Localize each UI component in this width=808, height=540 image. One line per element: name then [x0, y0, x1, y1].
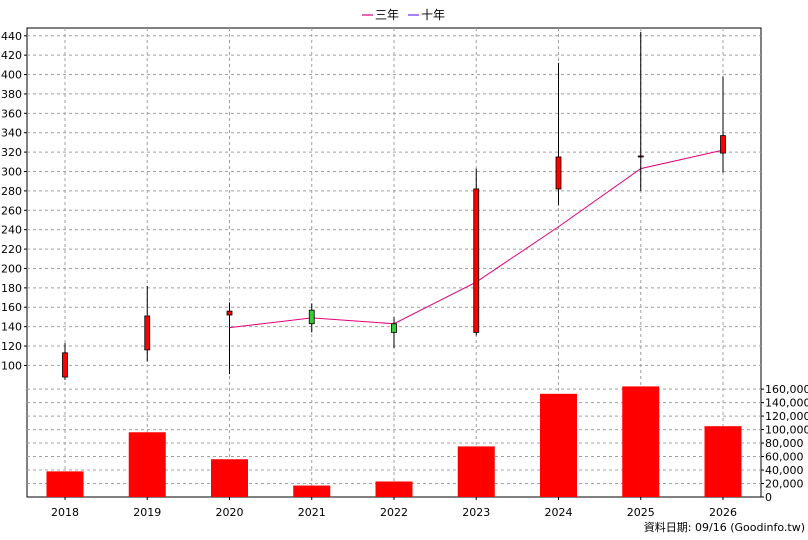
price-tick-label: 100 [1, 359, 22, 372]
candle-body [308, 309, 315, 325]
price-tick-label: 200 [1, 262, 22, 275]
volume-bar [622, 386, 660, 497]
price-tick-label: 420 [1, 49, 22, 62]
volume-tick-label: 140,000 [765, 397, 808, 410]
price-tick-label: 440 [1, 30, 22, 43]
x-tick-label: 2021 [298, 506, 326, 519]
price-tick-label: 320 [1, 146, 22, 159]
volume-bar [457, 446, 495, 497]
candle-body [637, 155, 644, 158]
x-tick-label: 2024 [545, 506, 573, 519]
volume-tick-label: 80,000 [765, 437, 804, 450]
candle-body [226, 310, 233, 316]
volume-bar [704, 426, 742, 497]
price-tick-label: 280 [1, 185, 22, 198]
legend-label-ten-year: 十年 [421, 8, 445, 22]
volume-tick-label: 40,000 [765, 464, 804, 477]
volume-axis-ticks: 020,00040,00060,00080,000100,000120,0001… [761, 383, 808, 504]
volume-bar [540, 393, 577, 497]
x-tick-label: 2026 [709, 506, 737, 519]
candle-body [62, 352, 68, 378]
x-tick-label: 2025 [627, 506, 655, 519]
price-tick-label: 260 [1, 204, 22, 217]
candlesticks [62, 31, 726, 380]
volume-tick-label: 160,000 [765, 383, 808, 396]
price-tick-label: 380 [1, 88, 22, 101]
volume-tick-label: 120,000 [765, 410, 808, 423]
candle-body [555, 156, 562, 190]
price-tick-label: 300 [1, 166, 22, 179]
price-tick-label: 360 [1, 107, 22, 120]
volume-tick-label: 20,000 [765, 478, 804, 491]
candle-body [144, 315, 151, 351]
x-tick-label: 2018 [51, 506, 79, 519]
price-tick-label: 120 [1, 340, 22, 353]
volume-tick-label: 100,000 [765, 424, 808, 437]
x-tick-label: 2019 [133, 506, 161, 519]
source-label: 資料日期: 09/16 (Goodinfo.tw) [644, 520, 805, 534]
price-tick-label: 140 [1, 321, 22, 334]
legend-label-three-year: 三年 [375, 8, 399, 22]
candle-body [720, 135, 726, 154]
x-tick-label: 2022 [380, 506, 408, 519]
volume-bar [375, 481, 413, 497]
volume-bar [293, 485, 331, 497]
candle-body [473, 188, 480, 333]
price-tick-label: 240 [1, 224, 22, 237]
volume-bars [46, 386, 742, 497]
volume-bar [46, 471, 84, 497]
legend: 三年 十年 [362, 8, 445, 22]
volume-tick-label: 0 [765, 491, 772, 504]
x-axis-ticks: 2018 2019 2020 2021 2022 2023 2024 2025 2026 [51, 497, 737, 519]
x-tick-label: 2023 [462, 506, 490, 519]
candle-body [391, 323, 397, 333]
x-tick-label: 2020 [216, 506, 244, 519]
volume-bar [128, 432, 166, 497]
volume-tick-label: 60,000 [765, 451, 804, 464]
price-tick-label: 220 [1, 243, 22, 256]
price-tick-label: 180 [1, 282, 22, 295]
price-tick-label: 160 [1, 301, 22, 314]
volume-bar [211, 459, 248, 497]
price-tick-label: 400 [1, 69, 22, 82]
price-tick-label: 340 [1, 127, 22, 140]
price-axis-ticks: 100 120 140 160 180 200 220 240 260 280 300 320 340 3… [1, 30, 27, 372]
